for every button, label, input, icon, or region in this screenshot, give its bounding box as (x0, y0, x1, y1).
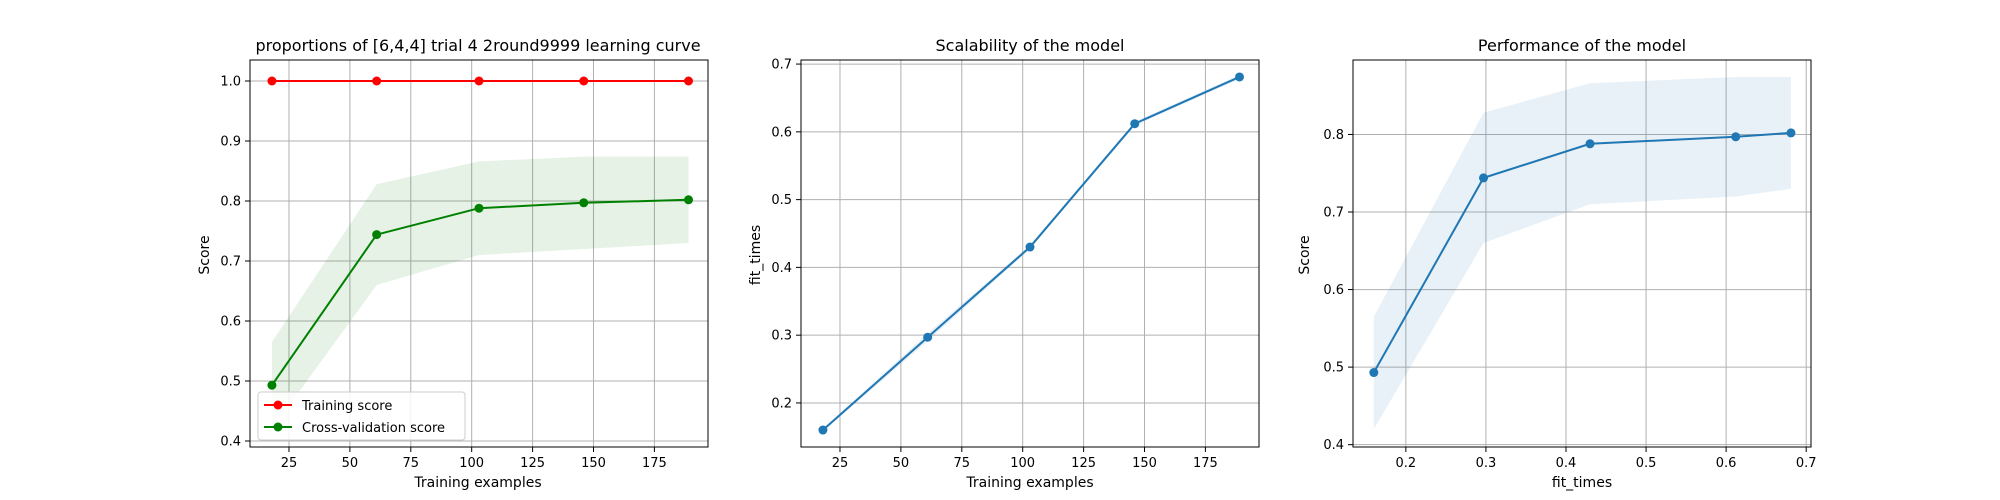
x-tick-label: 0.6 (1716, 456, 1737, 471)
panel-3-frame (1352, 59, 1812, 448)
y-tick-label: 0.4 (220, 435, 241, 450)
data-point (818, 425, 828, 435)
panel-1-lines (267, 76, 694, 390)
panel-1-xlabel: Training examples (413, 475, 541, 491)
legend: Training score Cross-validation score (257, 391, 466, 441)
x-tick-label: 125 (1071, 456, 1096, 471)
x-tick-label: 0.4 (1556, 456, 1577, 471)
y-tick-label: 0.6 (220, 315, 241, 330)
x-tick-label: 50 (342, 456, 359, 471)
x-tick-label: 75 (954, 456, 971, 471)
x-tick-label: 50 (893, 456, 910, 471)
confidence-band (271, 156, 689, 429)
x-tick-label: 0.7 (1796, 456, 1817, 471)
data-point (1235, 72, 1245, 82)
data-point (1585, 139, 1595, 149)
y-tick-label: 0.8 (220, 195, 241, 210)
panel-3-title: Performance of the model (1478, 36, 1686, 55)
panel-3-ylabel: Score (1297, 235, 1313, 274)
y-tick-label: 0.5 (1323, 361, 1344, 376)
x-tick-label: 25 (281, 456, 298, 471)
x-tick-label: 0.5 (1636, 456, 1657, 471)
y-tick-label: 0.6 (771, 125, 792, 140)
y-tick-label: 0.8 (1323, 128, 1344, 143)
panel-1-title: proportions of [6,4,4] trial 4 2round999… (255, 36, 700, 55)
data-point (1786, 128, 1796, 138)
data-point (684, 195, 694, 205)
y-tick-label: 0.2 (771, 396, 792, 411)
x-tick-label: 125 (520, 456, 545, 471)
panel-2-ticks: 25 50 75 100 125 150 175 0.2 0.3 0.4 0.5 0.6 0.7 (771, 58, 1218, 471)
panel-performance: Performance of the model fit_times Score… (1297, 36, 1817, 491)
panel-1-bands (271, 156, 689, 429)
data-point (474, 76, 484, 86)
x-tick-label: 0.3 (1476, 456, 1497, 471)
data-point (579, 198, 589, 208)
y-tick-label: 0.7 (1323, 206, 1344, 221)
panel-1-ticks: 25 50 75 100 125 150 175 0.4 0.5 0.6 0.7 0.8 0.9 1.0 (220, 75, 667, 472)
legend-training-label: Training score (301, 399, 392, 414)
x-tick-label: 100 (459, 456, 484, 471)
x-tick-label: 100 (1010, 456, 1035, 471)
confidence-band (1373, 77, 1791, 430)
y-tick-label: 1.0 (220, 75, 241, 90)
x-tick-label: 175 (1193, 456, 1218, 471)
legend-training-marker (273, 400, 283, 410)
y-tick-label: 0.3 (771, 329, 792, 344)
panel-learning-curve: proportions of [6,4,4] trial 4 2round999… (197, 36, 709, 491)
data-point (923, 332, 933, 342)
y-tick-label: 0.7 (771, 58, 792, 73)
y-tick-label: 0.5 (771, 193, 792, 208)
data-point (1369, 368, 1379, 378)
data-point (1479, 173, 1489, 183)
legend-cv-label: Cross-validation score (302, 421, 445, 436)
y-tick-label: 0.6 (1323, 283, 1344, 298)
data-point (579, 76, 589, 86)
panel-scalability: Scalability of the model Training exampl… (748, 36, 1260, 491)
y-tick-label: 0.9 (220, 135, 241, 150)
y-tick-label: 0.4 (771, 261, 792, 276)
panel-2-frame (800, 59, 1260, 448)
data-point (1025, 242, 1035, 252)
y-tick-label: 0.4 (1323, 438, 1344, 453)
x-tick-label: 150 (581, 456, 606, 471)
x-tick-label: 175 (642, 456, 667, 471)
data-point (267, 76, 277, 86)
data-point (372, 230, 382, 240)
panel-2-xlabel: Training examples (965, 475, 1093, 491)
panel-3-xlabel: fit_times (1552, 475, 1612, 491)
data-point (474, 203, 484, 213)
y-tick-label: 0.5 (220, 375, 241, 390)
panel-3-ticks: 0.2 0.3 0.4 0.5 0.6 0.7 0.4 0.5 0.6 0.7 0.8 (1323, 128, 1816, 471)
x-tick-label: 150 (1132, 456, 1157, 471)
y-tick-label: 0.7 (220, 255, 241, 270)
panel-3-bands (1373, 77, 1791, 430)
panel-3-lines (1369, 128, 1796, 378)
x-tick-label: 75 (403, 456, 420, 471)
panel-2-grid (801, 60, 1259, 447)
data-point (267, 380, 277, 390)
legend-cv-marker (273, 422, 283, 432)
data-point (1130, 119, 1140, 129)
x-tick-label: 0.2 (1396, 456, 1417, 471)
panel-2-lines (818, 72, 1245, 435)
x-tick-label: 25 (832, 456, 849, 471)
data-point (684, 76, 694, 86)
panel-2-title: Scalability of the model (936, 36, 1125, 55)
data-point (1731, 132, 1741, 142)
panel-1-ylabel: Score (197, 235, 213, 274)
panel-2-ylabel: fit_times (748, 225, 764, 285)
data-point (372, 76, 382, 86)
legend-box (257, 391, 466, 441)
panel-1-frame (249, 59, 709, 448)
